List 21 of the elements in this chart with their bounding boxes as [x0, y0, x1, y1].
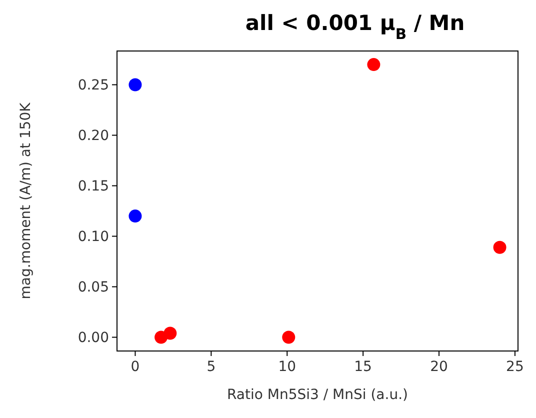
x-tick-label: 25 — [506, 359, 524, 375]
point — [282, 330, 296, 344]
x-tick-label: 0 — [130, 359, 140, 375]
chart-title: all < 0.001 μ$_{B}$ / Mn — [245, 11, 465, 42]
point — [367, 58, 380, 72]
x-tick-label: 10 — [278, 359, 296, 375]
y-tick-label: 0.05 — [78, 280, 109, 296]
y-axis-title: mag.moment (A/m) at 150K — [18, 102, 34, 300]
y-tick-label: 0.20 — [78, 128, 109, 144]
x-tick-label: 5 — [206, 359, 216, 375]
x-tick-label: 15 — [354, 359, 372, 375]
point — [164, 326, 177, 340]
point — [128, 210, 142, 223]
point — [493, 240, 506, 254]
y-tick-label: 0.25 — [78, 78, 109, 94]
x-tick-label: 20 — [430, 359, 448, 375]
y-tick-label: 0.00 — [78, 330, 109, 346]
x-axis-title: Ratio Mn5Si3 / MnSi (a.u.) — [226, 387, 408, 403]
y-tick-label: 0.10 — [78, 229, 109, 246]
point — [128, 78, 142, 92]
y-tick-label: 0.15 — [78, 178, 109, 195]
